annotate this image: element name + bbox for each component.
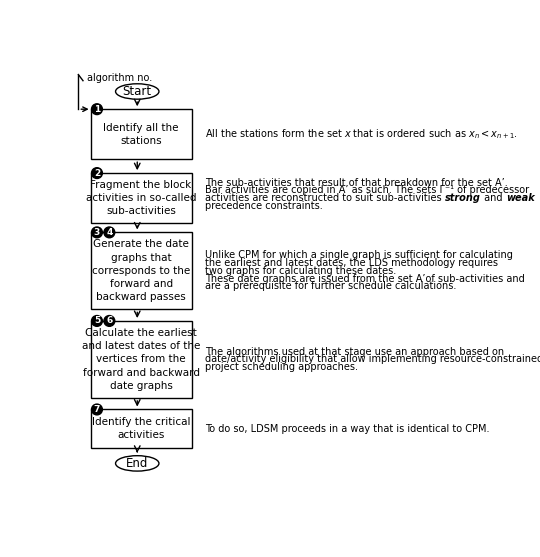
Text: Unlike CPM for which a single graph is sufficient for calculating: Unlike CPM for which a single graph is s… <box>205 251 514 261</box>
Text: Identify the critical
activities: Identify the critical activities <box>92 417 191 441</box>
Text: Start: Start <box>123 85 152 98</box>
Text: The algorithms used at that stage use an approach based on: The algorithms used at that stage use an… <box>205 347 504 356</box>
Text: weak: weak <box>505 193 535 203</box>
Text: project scheduling approaches.: project scheduling approaches. <box>205 362 359 372</box>
FancyBboxPatch shape <box>91 409 192 448</box>
FancyBboxPatch shape <box>91 173 192 223</box>
Circle shape <box>91 316 103 326</box>
Text: two graphs for calculating these dates.: two graphs for calculating these dates. <box>205 266 397 276</box>
Text: 5: 5 <box>94 316 100 325</box>
Text: 2: 2 <box>94 169 100 178</box>
FancyBboxPatch shape <box>91 232 192 309</box>
Circle shape <box>91 404 103 415</box>
Circle shape <box>91 168 103 178</box>
Text: All the stations form the set $x$ that is ordered such as $x_n < x_{n+1}$.: All the stations form the set $x$ that i… <box>205 128 518 141</box>
Text: Identify all the
stations: Identify all the stations <box>103 123 179 146</box>
Text: Calculate the earliest
and latest dates of the
vertices from the
forward and bac: Calculate the earliest and latest dates … <box>82 328 200 391</box>
Text: 3: 3 <box>94 228 100 237</box>
Text: date/activity eligibility that allow implementing resource-constrained: date/activity eligibility that allow imp… <box>205 354 540 364</box>
Circle shape <box>104 227 115 238</box>
Text: These date graphs are issued from the set A’of sub-activities and: These date graphs are issued from the se… <box>205 273 525 284</box>
Text: 6: 6 <box>106 316 112 325</box>
Text: activities are reconstructed to suit sub-activities: activities are reconstructed to suit sub… <box>205 193 445 203</box>
Text: End: End <box>126 457 148 470</box>
Text: 4: 4 <box>106 228 112 237</box>
Text: The sub-activities that result of that breakdown for the set A’.: The sub-activities that result of that b… <box>205 178 508 188</box>
Text: Bar activities are copied in A’ as such. The sets Γ⁻¹ of predecessor: Bar activities are copied in A’ as such.… <box>205 185 530 196</box>
FancyBboxPatch shape <box>91 109 192 159</box>
Text: Generate the date
graphs that
corresponds to the
forward and
backward passes: Generate the date graphs that correspond… <box>92 240 190 302</box>
Text: and: and <box>481 193 505 203</box>
Text: precedence constraints.: precedence constraints. <box>205 201 323 211</box>
Text: are a prerequisite for further schedule calculations.: are a prerequisite for further schedule … <box>205 281 457 291</box>
FancyBboxPatch shape <box>91 321 192 398</box>
Ellipse shape <box>116 456 159 471</box>
Circle shape <box>104 316 115 326</box>
Circle shape <box>91 227 103 238</box>
Circle shape <box>91 104 103 115</box>
Ellipse shape <box>116 84 159 99</box>
Text: the earliest and latest dates, the LDS methodology requires: the earliest and latest dates, the LDS m… <box>205 258 498 268</box>
Text: Fragment the block
activities in so-called
sub-activities: Fragment the block activities in so-call… <box>86 180 197 216</box>
Text: algorithm no.: algorithm no. <box>87 73 152 83</box>
Text: strong: strong <box>445 193 481 203</box>
Text: To do so, LDSM proceeds in a way that is identical to CPM.: To do so, LDSM proceeds in a way that is… <box>205 424 490 434</box>
Text: 1: 1 <box>94 105 100 114</box>
Text: 7: 7 <box>94 405 100 414</box>
